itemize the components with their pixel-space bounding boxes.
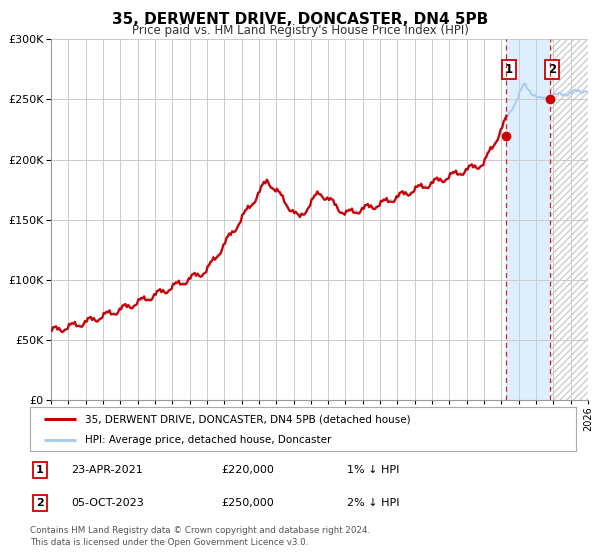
Text: Contains HM Land Registry data © Crown copyright and database right 2024.: Contains HM Land Registry data © Crown c… bbox=[30, 526, 370, 535]
Text: £250,000: £250,000 bbox=[221, 498, 274, 508]
Text: 2: 2 bbox=[548, 63, 556, 76]
Bar bbox=[506, 39, 550, 400]
Text: 2: 2 bbox=[36, 498, 44, 508]
Text: £220,000: £220,000 bbox=[221, 465, 274, 475]
Text: 1: 1 bbox=[505, 63, 513, 76]
Text: 1% ↓ HPI: 1% ↓ HPI bbox=[347, 465, 399, 475]
Text: 35, DERWENT DRIVE, DONCASTER, DN4 5PB (detached house): 35, DERWENT DRIVE, DONCASTER, DN4 5PB (d… bbox=[85, 414, 410, 424]
Text: 2% ↓ HPI: 2% ↓ HPI bbox=[347, 498, 399, 508]
Text: 35, DERWENT DRIVE, DONCASTER, DN4 5PB: 35, DERWENT DRIVE, DONCASTER, DN4 5PB bbox=[112, 12, 488, 27]
Text: 1: 1 bbox=[36, 465, 44, 475]
Text: 05-OCT-2023: 05-OCT-2023 bbox=[71, 498, 144, 508]
Text: 23-APR-2021: 23-APR-2021 bbox=[71, 465, 143, 475]
Text: This data is licensed under the Open Government Licence v3.0.: This data is licensed under the Open Gov… bbox=[30, 538, 308, 547]
Text: HPI: Average price, detached house, Doncaster: HPI: Average price, detached house, Donc… bbox=[85, 435, 331, 445]
Bar bbox=[550, 39, 588, 400]
Text: Price paid vs. HM Land Registry's House Price Index (HPI): Price paid vs. HM Land Registry's House … bbox=[131, 24, 469, 37]
